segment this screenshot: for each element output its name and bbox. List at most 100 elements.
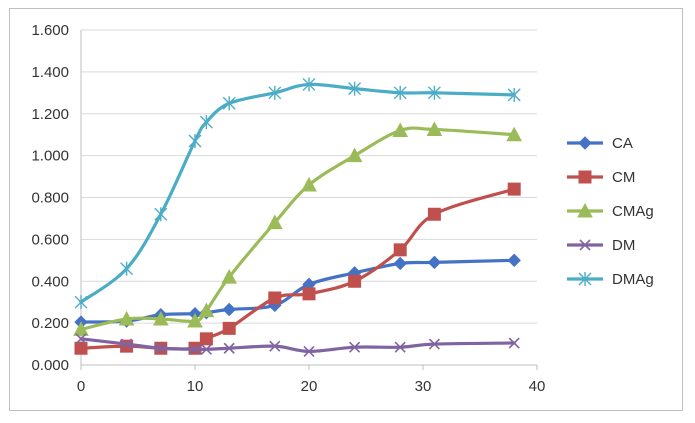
- legend-marker: [578, 136, 592, 150]
- data-point-dm: [121, 338, 133, 350]
- legend-marker: [579, 239, 591, 251]
- data-point-ca: [222, 302, 236, 317]
- legend-label: DMAg: [612, 271, 654, 288]
- series-line-dm: [79, 337, 516, 353]
- data-point-cmag: [198, 302, 215, 318]
- legend-item-dmag: DMAg: [567, 271, 654, 288]
- data-point-dm: [200, 343, 212, 355]
- x-tick-label: 20: [301, 378, 318, 395]
- data-point-dm: [349, 341, 361, 353]
- data-point-dm: [223, 342, 235, 354]
- data-point-dm: [508, 337, 520, 349]
- data-point-ca: [427, 255, 442, 270]
- marker-stroke: [189, 343, 201, 355]
- y-tick-label: 0.600: [31, 231, 69, 248]
- data-point-dm: [189, 343, 201, 355]
- y-tick-label: 1.600: [31, 22, 69, 39]
- data-point-dmag: [120, 261, 134, 276]
- marker-stroke: [155, 342, 167, 354]
- series-line-cm: [79, 187, 516, 351]
- data-point-cm: [222, 321, 236, 335]
- data-point-cmag: [426, 121, 443, 136]
- y-tick-label: 0.800: [31, 190, 69, 207]
- legend-label: DM: [612, 237, 635, 254]
- x-tick-label: 30: [415, 378, 432, 395]
- data-point-dm: [269, 340, 281, 352]
- series-dmag: [74, 77, 521, 310]
- marker-stroke: [75, 333, 87, 345]
- data-point-dmag: [348, 81, 362, 96]
- data-point-dm: [394, 341, 406, 353]
- legend-label: CA: [612, 135, 633, 152]
- data-point-cm: [302, 287, 316, 301]
- data-point-dmag: [222, 96, 236, 111]
- data-point-ca: [507, 253, 521, 268]
- series-dm: [75, 333, 520, 357]
- marker-stroke: [200, 343, 212, 355]
- series-line-ca: [79, 258, 516, 324]
- data-point-dmag: [427, 85, 441, 100]
- legend-item-cmag: CMAg: [567, 202, 654, 220]
- data-point-dmag: [74, 295, 88, 310]
- marker-stroke: [394, 341, 406, 353]
- marker-stroke: [579, 239, 591, 251]
- legend-label: CM: [612, 169, 635, 186]
- legend-label: CMAg: [612, 203, 654, 220]
- data-point-dmag: [302, 77, 316, 92]
- marker-stroke: [428, 338, 440, 350]
- y-tick-label: 1.000: [31, 148, 69, 165]
- data-point-cm: [74, 341, 88, 355]
- x-tick-label: 10: [187, 378, 204, 395]
- y-tick-label: 0.400: [31, 273, 69, 290]
- data-point-cmag: [73, 321, 89, 336]
- data-point-cm: [199, 332, 213, 346]
- marker-stroke: [508, 337, 520, 349]
- data-point-cm: [393, 243, 407, 257]
- data-point-dm: [303, 345, 315, 357]
- data-point-cmag: [221, 269, 238, 284]
- data-point-dmag: [188, 133, 202, 148]
- data-point-cm: [507, 182, 521, 196]
- legend-marker: [578, 272, 592, 286]
- data-point-cmag: [187, 312, 203, 328]
- data-point-cmag: [301, 176, 317, 192]
- y-tick-label: 1.400: [31, 64, 69, 81]
- marker-stroke: [269, 340, 281, 352]
- data-point-dmag: [199, 115, 213, 130]
- data-point-dmag: [154, 207, 168, 222]
- data-point-cmag: [118, 310, 135, 326]
- data-point-cmag: [506, 126, 523, 142]
- data-point-cm: [427, 207, 441, 221]
- legend-item-cm: CM: [567, 169, 635, 186]
- y-tick-label: 1.200: [31, 106, 69, 123]
- tick-labels: 0.000 0.200 0.400 0.600 0.800 1.000 1.200 1.400…: [31, 22, 545, 395]
- data-point-cmag: [266, 214, 283, 230]
- data-point-ca: [393, 256, 407, 271]
- y-tick-label: 0.000: [31, 357, 69, 374]
- data-point-dm: [155, 342, 167, 354]
- data-point-dmag: [507, 87, 521, 102]
- data-point-dmag: [393, 85, 407, 100]
- data-point-dm: [75, 333, 87, 345]
- data-point-cmag: [392, 122, 409, 137]
- data-point-cm: [268, 291, 282, 305]
- x-tick-label: 40: [529, 378, 546, 395]
- legend-marker: [578, 170, 592, 184]
- series-cmag: [73, 121, 523, 336]
- series-layer: [73, 77, 523, 357]
- data-point-dm: [428, 338, 440, 350]
- data-point-cmag: [152, 310, 169, 326]
- legend-item-ca: CA: [567, 135, 633, 152]
- series-line-dmag: [79, 82, 516, 304]
- data-point-cm: [348, 274, 362, 288]
- x-tick-label: 0: [77, 378, 85, 395]
- data-point-dmag: [268, 85, 282, 100]
- legend-item-dm: DM: [567, 237, 635, 254]
- data-point-cmag: [346, 147, 363, 163]
- marker-stroke: [223, 342, 235, 354]
- marker-stroke: [349, 341, 361, 353]
- legend-marker: [577, 202, 593, 218]
- y-tick-label: 0.200: [31, 315, 69, 332]
- legend: CA CM CMAg DM DMAg: [567, 135, 654, 288]
